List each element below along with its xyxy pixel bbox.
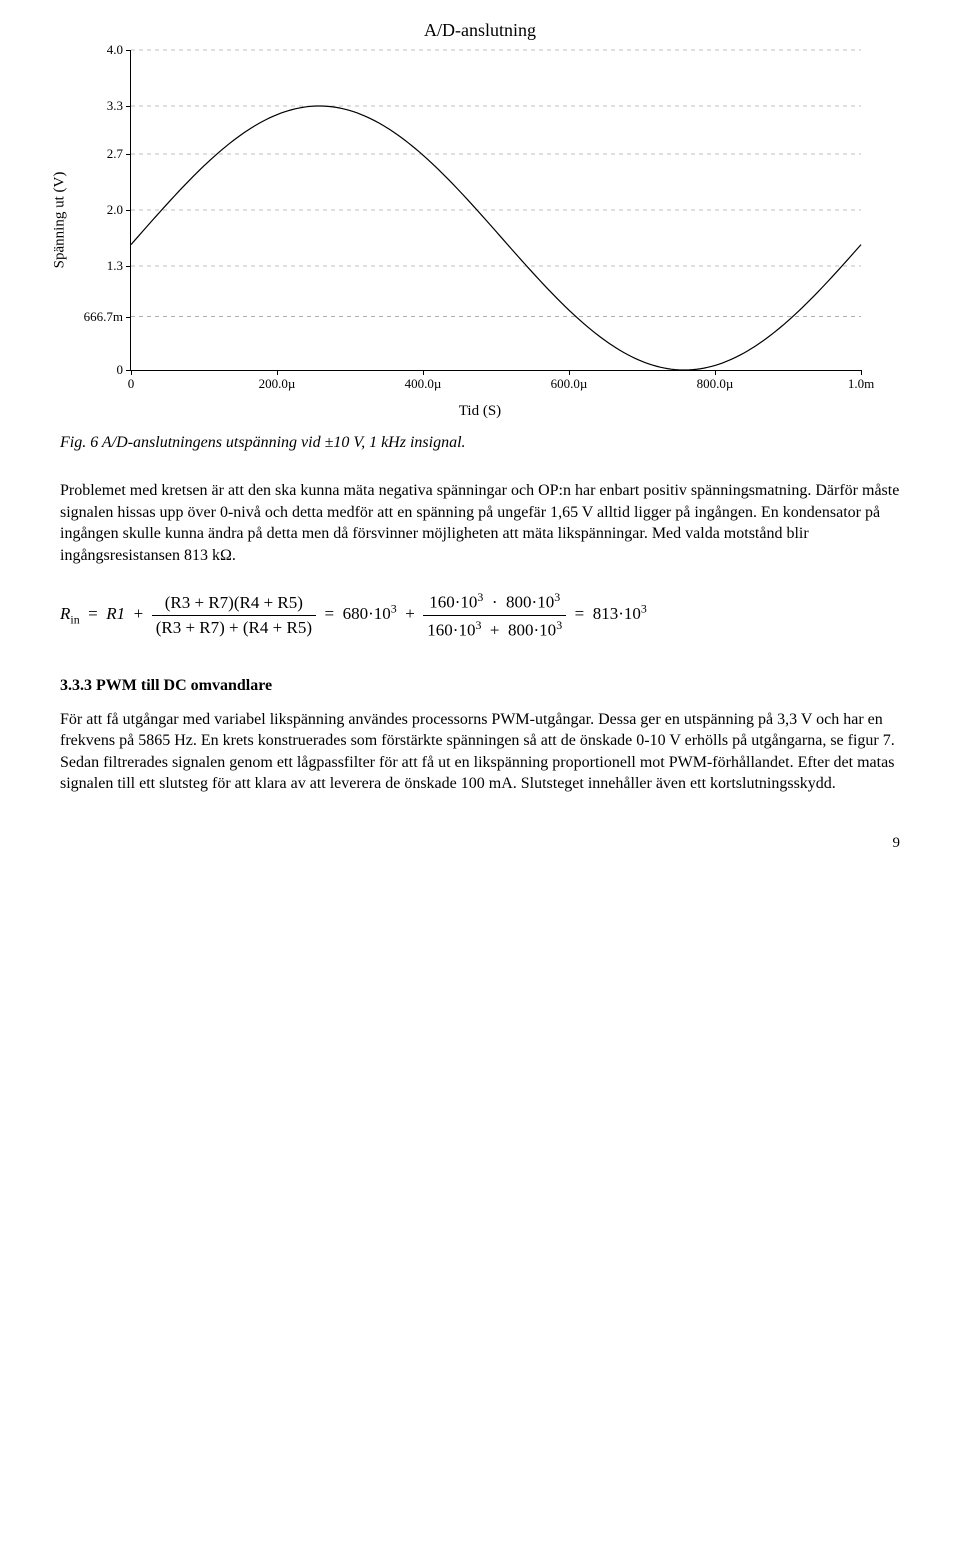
x-tick-label: 800.0µ <box>697 370 734 392</box>
chart-plot-area: 4.03.32.72.01.3666.7m00200.0µ400.0µ600.0… <box>130 50 861 371</box>
chart-y-axis-label: Spänning ut (V) <box>52 172 69 269</box>
paragraph-1: Problemet med kretsen är att den ska kun… <box>60 480 900 566</box>
x-tick-label: 1.0m <box>848 370 874 392</box>
eq-num2a-exp: 3 <box>477 590 483 604</box>
eq-num2b-exp: 3 <box>554 590 560 604</box>
figure-caption: Fig. 6 A/D-anslutningens utspänning vid … <box>60 434 900 452</box>
eq-result-exp: 3 <box>641 602 647 616</box>
eq-frac1-den: (R3 + R7) + (R4 + R5) <box>152 616 316 638</box>
eq-frac-2: 160·103 · 800·103 160·103 + 800·103 <box>423 590 566 640</box>
x-tick-label: 0 <box>128 370 135 392</box>
eq-val1: 680·10 <box>343 604 391 623</box>
y-tick-label: 666.7m <box>84 309 131 325</box>
eq-den2b-exp: 3 <box>556 618 562 632</box>
eq-r1: R1 <box>106 604 125 623</box>
ad-connection-chart: A/D-anslutning Spänning ut (V) Tid (S) 4… <box>60 20 900 420</box>
eq-den2a-exp: 3 <box>475 618 481 632</box>
page-number: 9 <box>60 835 900 852</box>
eq-sub-in: in <box>70 613 79 627</box>
y-tick-label: 1.3 <box>107 258 131 274</box>
eq-val1-exp: 3 <box>391 602 397 616</box>
chart-x-axis-label: Tid (S) <box>60 403 900 420</box>
eq-result: 813·10 <box>593 604 641 623</box>
x-tick-label: 200.0µ <box>259 370 296 392</box>
y-tick-label: 4.0 <box>107 42 131 58</box>
paragraph-2: För att få utgångar med variabel likspän… <box>60 709 900 795</box>
eq-frac-1: (R3 + R7)(R4 + R5) (R3 + R7) + (R4 + R5) <box>152 593 316 638</box>
y-tick-label: 3.3 <box>107 98 131 114</box>
y-tick-label: 2.7 <box>107 146 131 162</box>
x-tick-label: 600.0µ <box>551 370 588 392</box>
chart-title: A/D-anslutning <box>60 20 900 41</box>
chart-svg <box>131 50 861 370</box>
eq-den2a: 160·10 <box>427 621 475 640</box>
eq-den2b: 800·10 <box>508 621 556 640</box>
eq-num2b: 800·10 <box>506 593 554 612</box>
eq-num2a: 160·10 <box>429 593 477 612</box>
x-tick-label: 400.0µ <box>405 370 442 392</box>
y-tick-label: 2.0 <box>107 202 131 218</box>
section-heading: 3.3.3 PWM till DC omvandlare <box>60 677 900 695</box>
eq-frac1-num: (R3 + R7)(R4 + R5) <box>152 593 316 616</box>
rin-equation: Rin = R1 + (R3 + R7)(R4 + R5) (R3 + R7) … <box>60 590 900 640</box>
